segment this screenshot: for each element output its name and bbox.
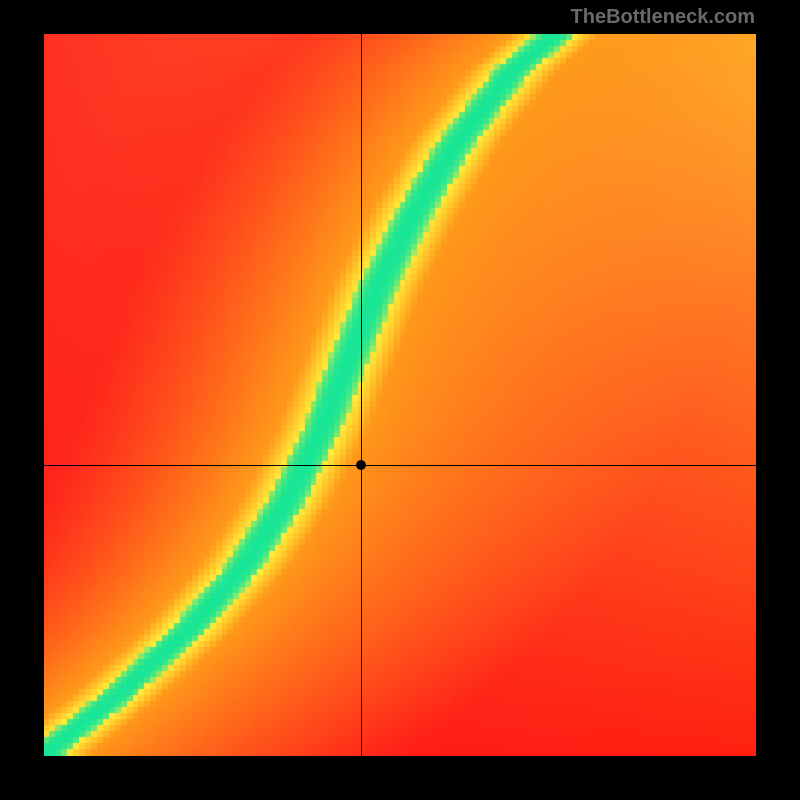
watermark-text: TheBottleneck.com <box>571 6 755 29</box>
crosshair-vertical <box>361 34 362 756</box>
chart-container: TheBottleneck.com <box>0 0 800 800</box>
heatmap-canvas <box>44 34 756 756</box>
crosshair-horizontal <box>44 465 756 466</box>
heatmap-plot <box>44 34 756 756</box>
crosshair-marker <box>356 460 366 470</box>
